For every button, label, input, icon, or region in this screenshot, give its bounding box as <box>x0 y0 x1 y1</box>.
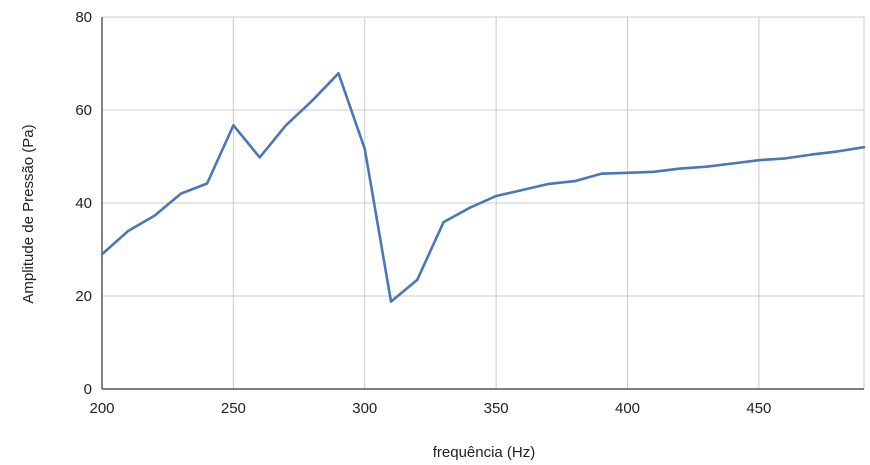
axes <box>101 17 864 390</box>
y-axis-title: Amplitude de Pressão (Pa) <box>20 124 37 303</box>
series <box>100 72 866 303</box>
x-tick-label: 400 <box>615 400 640 417</box>
y-tick-label: 60 <box>75 102 92 119</box>
series-line <box>100 72 866 303</box>
y-tick-label: 80 <box>75 9 92 26</box>
x-axis-title: frequência (Hz) <box>433 444 536 461</box>
y-tick-label: 40 <box>75 195 92 212</box>
tick-labels: 0 20 40 60 80 200 250 300 350 400 450 <box>75 9 771 417</box>
grid <box>102 16 865 389</box>
x-tick-label: 200 <box>89 400 114 417</box>
x-tick-label: 450 <box>746 400 771 417</box>
x-tick-label: 350 <box>484 400 509 417</box>
y-tick-label: 20 <box>75 288 92 305</box>
x-tick-label: 250 <box>221 400 246 417</box>
y-tick-label: 0 <box>84 381 92 398</box>
x-tick-label: 300 <box>352 400 377 417</box>
